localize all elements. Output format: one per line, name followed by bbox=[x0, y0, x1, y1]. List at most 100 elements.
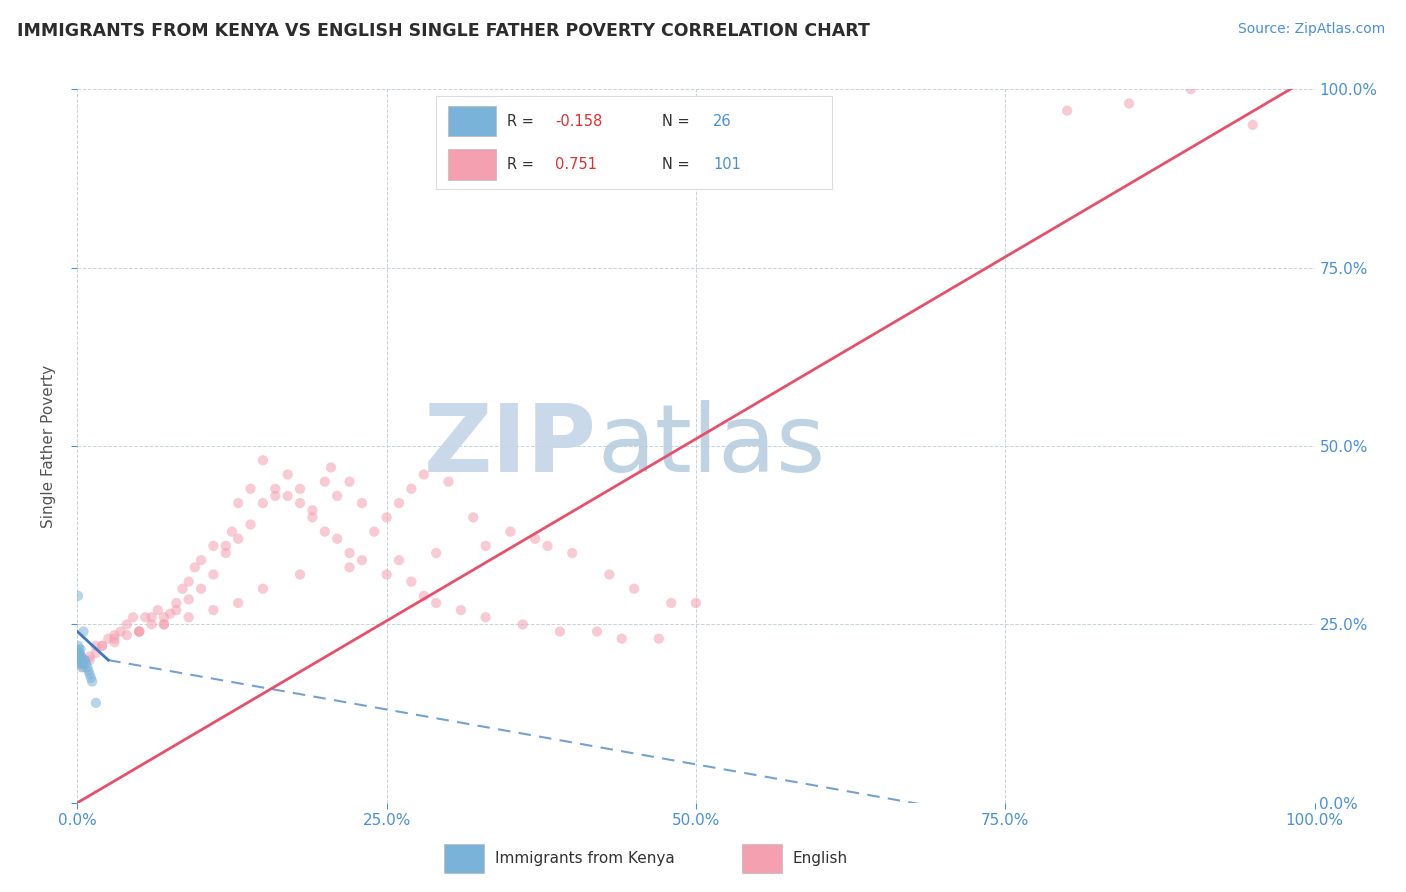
Point bbox=[76, 660, 98, 674]
Point bbox=[226, 596, 249, 610]
Bar bbox=[742, 844, 782, 873]
Point bbox=[80, 671, 103, 685]
Point bbox=[128, 624, 150, 639]
Point bbox=[301, 503, 323, 517]
Point bbox=[69, 649, 91, 664]
Point bbox=[1118, 96, 1140, 111]
Point bbox=[401, 574, 423, 589]
Point bbox=[73, 653, 96, 667]
Point bbox=[598, 567, 620, 582]
Point bbox=[172, 582, 194, 596]
Point bbox=[153, 610, 176, 624]
Point bbox=[512, 617, 534, 632]
Point bbox=[177, 610, 200, 624]
Point bbox=[69, 642, 91, 657]
Point bbox=[264, 489, 287, 503]
Point bbox=[153, 617, 176, 632]
Point bbox=[277, 489, 299, 503]
Y-axis label: Single Father Poverty: Single Father Poverty bbox=[41, 365, 56, 527]
Point bbox=[301, 510, 323, 524]
Point bbox=[288, 567, 311, 582]
Point bbox=[326, 532, 349, 546]
Point bbox=[264, 482, 287, 496]
Point bbox=[226, 532, 249, 546]
Point bbox=[67, 642, 90, 657]
Point bbox=[115, 617, 138, 632]
Point bbox=[319, 460, 342, 475]
Point bbox=[350, 496, 373, 510]
Point bbox=[115, 628, 138, 642]
Point bbox=[314, 475, 336, 489]
Point bbox=[72, 660, 94, 674]
Point bbox=[363, 524, 385, 539]
Text: atlas: atlas bbox=[598, 400, 825, 492]
Point bbox=[277, 467, 299, 482]
Point bbox=[177, 574, 200, 589]
Point bbox=[536, 539, 558, 553]
Point bbox=[91, 639, 114, 653]
Point bbox=[184, 560, 207, 574]
Point bbox=[84, 639, 107, 653]
Point bbox=[70, 649, 93, 664]
Point bbox=[450, 603, 472, 617]
Point bbox=[1056, 103, 1078, 118]
Point bbox=[84, 696, 107, 710]
Point bbox=[67, 646, 90, 660]
Point bbox=[610, 632, 633, 646]
Point bbox=[425, 596, 447, 610]
Point bbox=[202, 603, 225, 617]
Point bbox=[202, 539, 225, 553]
Point bbox=[110, 624, 132, 639]
Point bbox=[648, 632, 671, 646]
Point bbox=[548, 624, 571, 639]
Point bbox=[239, 482, 262, 496]
Point bbox=[177, 592, 200, 607]
Point bbox=[202, 567, 225, 582]
Point bbox=[221, 524, 243, 539]
Text: IMMIGRANTS FROM KENYA VS ENGLISH SINGLE FATHER POVERTY CORRELATION CHART: IMMIGRANTS FROM KENYA VS ENGLISH SINGLE … bbox=[17, 22, 870, 40]
Point bbox=[586, 624, 609, 639]
Point bbox=[437, 475, 460, 489]
Point bbox=[474, 610, 496, 624]
Text: Immigrants from Kenya: Immigrants from Kenya bbox=[495, 851, 675, 866]
Point bbox=[82, 674, 104, 689]
Point bbox=[1180, 82, 1202, 96]
Point bbox=[685, 596, 707, 610]
Bar bbox=[444, 844, 484, 873]
Point bbox=[128, 624, 150, 639]
Point bbox=[524, 532, 547, 546]
Point bbox=[77, 664, 100, 678]
Point bbox=[103, 635, 125, 649]
Point bbox=[66, 589, 89, 603]
Point bbox=[66, 649, 89, 664]
Point bbox=[67, 639, 90, 653]
Point bbox=[70, 660, 93, 674]
Point bbox=[659, 596, 682, 610]
Point bbox=[339, 475, 361, 489]
Point bbox=[165, 596, 187, 610]
Point bbox=[339, 560, 361, 574]
Point bbox=[122, 610, 145, 624]
Point bbox=[103, 632, 125, 646]
Point bbox=[97, 632, 120, 646]
Point bbox=[1241, 118, 1264, 132]
Point bbox=[499, 524, 522, 539]
Point bbox=[190, 582, 212, 596]
Point bbox=[288, 482, 311, 496]
Point bbox=[561, 546, 583, 560]
Point bbox=[159, 607, 181, 621]
Point bbox=[73, 653, 96, 667]
Point bbox=[215, 539, 238, 553]
Point bbox=[79, 649, 101, 664]
Point bbox=[165, 603, 187, 617]
Text: ZIP: ZIP bbox=[425, 400, 598, 492]
Point bbox=[79, 667, 101, 681]
Point bbox=[79, 653, 101, 667]
Point bbox=[388, 553, 411, 567]
Point bbox=[91, 639, 114, 653]
Point bbox=[70, 657, 93, 671]
Point bbox=[314, 524, 336, 539]
Point bbox=[146, 603, 169, 617]
Point bbox=[226, 496, 249, 510]
Point bbox=[350, 553, 373, 567]
